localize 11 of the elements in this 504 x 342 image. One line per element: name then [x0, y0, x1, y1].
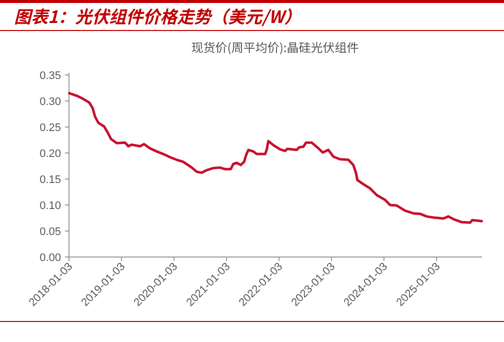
y-tick-label: 0.35: [40, 70, 61, 82]
y-tick-label: 0.10: [40, 200, 61, 212]
line-series: [68, 92, 483, 224]
subtitle: 现货价(周平均价):晶硅光伏组件: [191, 39, 359, 56]
y-tick-label: 0.05: [40, 226, 61, 238]
y-tick-label: 0.15: [40, 174, 61, 186]
y-tick-label: 0.25: [40, 122, 61, 134]
y-tick-label: 0.30: [40, 96, 61, 108]
y-tick-label: 0.20: [40, 148, 61, 160]
y-tick-label: 0.00: [40, 252, 61, 264]
title: 图表1：光伏组件价格走势（美元/W）: [14, 3, 302, 28]
